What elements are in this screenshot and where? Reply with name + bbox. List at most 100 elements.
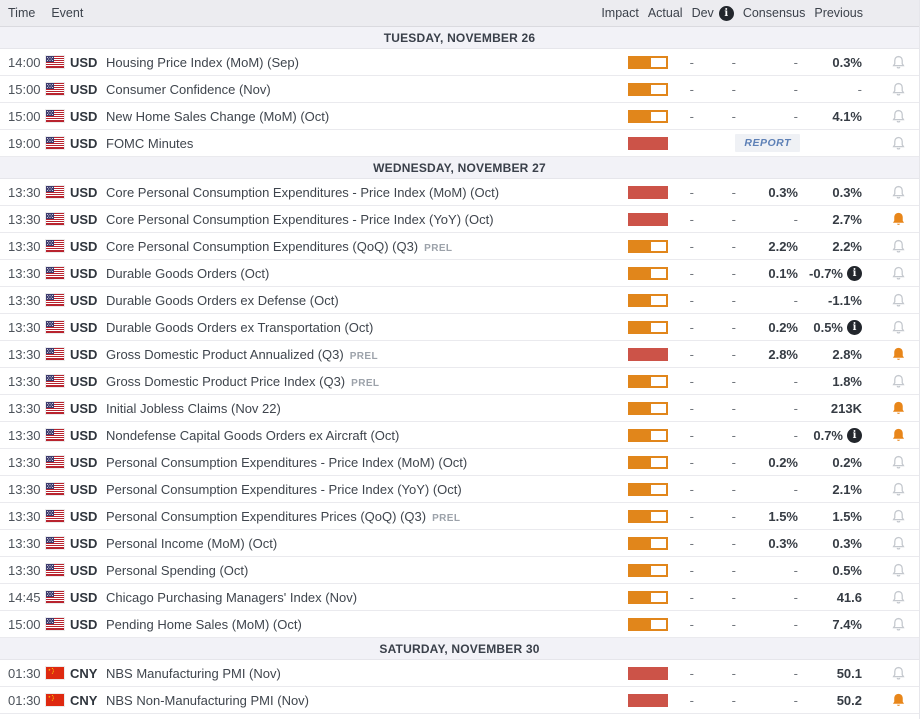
event-row[interactable]: 13:30 USD Personal Consumption Expenditure… [0, 476, 919, 503]
event-name[interactable]: NBS Non-Manufacturing PMI (Nov) [106, 692, 310, 708]
event-row[interactable]: 14:45 USD Chicago Purchasing Managers' Ind… [0, 584, 919, 611]
previous-cell: 7.4% [800, 617, 876, 632]
event-name[interactable]: Durable Goods Orders ex Transportation (… [106, 319, 374, 335]
previous-value: 0.5% [813, 319, 843, 335]
event-name[interactable]: FOMC Minutes [106, 135, 194, 151]
event-row[interactable]: 13:30 USD Nondefense Capital Goods Orders … [0, 422, 919, 449]
alert-bell-icon[interactable] [876, 81, 919, 98]
alert-bell-active-icon[interactable] [876, 346, 919, 363]
us-flag-icon [46, 321, 70, 333]
event-name[interactable]: Personal Spending (Oct) [106, 562, 249, 578]
alert-bell-active-icon[interactable] [876, 400, 919, 417]
deviation-value: - [731, 562, 736, 578]
event-name[interactable]: Chicago Purchasing Managers' Index (Nov) [106, 589, 358, 605]
alert-bell-icon[interactable] [876, 184, 919, 201]
event-name[interactable]: New Home Sales Change (MoM) (Oct) [106, 108, 330, 124]
previous-value: 41.6 [836, 589, 862, 605]
report-link[interactable]: REPORT [735, 134, 800, 152]
revision-info-icon[interactable]: i [847, 427, 862, 443]
consensus-value: - [793, 108, 798, 124]
event-row[interactable]: 13:30 USD Gross Domestic Product Price Ind… [0, 368, 919, 395]
alert-bell-icon[interactable] [876, 135, 919, 152]
impact-cell [620, 693, 668, 707]
event-name[interactable]: Initial Jobless Claims (Nov 22) [106, 400, 281, 416]
dev-info-icon[interactable]: i [718, 5, 734, 21]
alert-bell-icon[interactable] [876, 454, 919, 471]
event-name[interactable]: Consumer Confidence (Nov) [106, 81, 271, 97]
alert-bell-icon[interactable] [876, 589, 919, 606]
event-name[interactable]: Nondefense Capital Goods Orders ex Aircr… [106, 427, 400, 443]
event-name[interactable]: Gross Domestic Product Annualized (Q3) PR… [106, 346, 378, 362]
event-name[interactable]: Core Personal Consumption Expenditures (… [106, 238, 453, 254]
alert-bell-icon[interactable] [876, 238, 919, 255]
consensus-value: - [793, 692, 798, 708]
event-row[interactable]: 13:30 USD Initial Jobless Claims (Nov 22) -… [0, 395, 919, 422]
prel-badge: PREL [424, 242, 453, 254]
previous-value: 0.3% [832, 535, 862, 551]
revision-info-icon[interactable]: i [847, 319, 862, 335]
alert-bell-active-icon[interactable] [876, 427, 919, 444]
event-row[interactable]: 13:30 USD Personal Consumption Expenditure… [0, 503, 919, 530]
event-row[interactable]: 13:30 USD Core Personal Consumption Expend… [0, 206, 919, 233]
event-row[interactable]: 13:30 USD Durable Goods Orders ex Defense … [0, 287, 919, 314]
consensus-value: - [793, 54, 798, 70]
event-name[interactable]: Durable Goods Orders (Oct) [106, 265, 270, 281]
event-name[interactable]: NBS Manufacturing PMI (Nov) [106, 665, 281, 681]
alert-bell-icon[interactable] [876, 508, 919, 525]
previous-cell: - [800, 82, 876, 97]
event-row[interactable]: 15:00 USD New Home Sales Change (MoM) (Oct… [0, 103, 919, 130]
alert-bell-icon[interactable] [876, 616, 919, 633]
previous-cell: 0.3% [800, 536, 876, 551]
event-row[interactable]: 13:30 USD Core Personal Consumption Expend… [0, 179, 919, 206]
currency-code: USD [70, 135, 98, 151]
alert-bell-icon[interactable] [876, 319, 919, 336]
alert-bell-icon[interactable] [876, 535, 919, 552]
event-row[interactable]: 15:00 USD Consumer Confidence (Nov) - - - - [0, 76, 919, 103]
alert-bell-icon[interactable] [876, 562, 919, 579]
alert-bell-active-icon[interactable] [876, 692, 919, 709]
previous-value: 50.1 [836, 665, 862, 681]
alert-bell-active-icon[interactable] [876, 211, 919, 228]
us-flag-icon [46, 510, 70, 522]
us-flag-icon [46, 375, 70, 387]
event-row[interactable]: 13:30 USD Personal Spending (Oct) - - - 0.5% [0, 557, 919, 584]
alert-bell-icon[interactable] [876, 665, 919, 682]
event-row[interactable]: 13:30 USD Personal Consumption Expenditure… [0, 449, 919, 476]
alert-bell-icon[interactable] [876, 54, 919, 71]
event-name[interactable]: Personal Consumption Expenditures - Pric… [106, 481, 462, 497]
event-time: 13:30 [8, 346, 41, 362]
alert-bell-icon[interactable] [876, 108, 919, 125]
event-name[interactable]: Durable Goods Orders ex Defense (Oct) [106, 292, 339, 308]
alert-bell-icon[interactable] [876, 292, 919, 309]
event-row[interactable]: 13:30 USD Gross Domestic Product Annualize… [0, 341, 919, 368]
previous-value: 50.2 [836, 692, 862, 708]
previous-value: 0.3% [832, 54, 862, 70]
event-name[interactable]: Core Personal Consumption Expenditures -… [106, 211, 494, 227]
actual-value: - [689, 108, 694, 124]
event-row[interactable]: 19:00 USD FOMC Minutes REPORT [0, 130, 919, 157]
alert-bell-icon[interactable] [876, 373, 919, 390]
revision-info-icon[interactable]: i [847, 265, 862, 281]
actual-value: - [689, 562, 694, 578]
event-row[interactable]: 13:30 USD Durable Goods Orders ex Transpor… [0, 314, 919, 341]
alert-bell-icon[interactable] [876, 265, 919, 282]
event-row[interactable]: 01:30 CNY NBS Manufacturing PMI (Nov) - - - 50… [0, 660, 919, 687]
event-name[interactable]: Personal Income (MoM) (Oct) [106, 535, 278, 551]
event-name[interactable]: Personal Consumption Expenditures Prices… [106, 508, 461, 524]
consensus-value: - [793, 665, 798, 681]
event-name[interactable]: Housing Price Index (MoM) (Sep) [106, 54, 299, 70]
event-row[interactable]: 13:30 USD Durable Goods Orders (Oct) - - 0.1%… [0, 260, 919, 287]
event-row[interactable]: 13:30 USD Personal Income (MoM) (Oct) - - 0.3… [0, 530, 919, 557]
deviation-value: - [731, 54, 736, 70]
event-name[interactable]: Core Personal Consumption Expenditures -… [106, 184, 500, 200]
alert-bell-icon[interactable] [876, 481, 919, 498]
event-row[interactable]: 14:00 USD Housing Price Index (MoM) (Sep) -… [0, 49, 919, 76]
event-name[interactable]: Personal Consumption Expenditures - Pric… [106, 454, 468, 470]
event-row[interactable]: 15:00 USD Pending Home Sales (MoM) (Oct) - -… [0, 611, 919, 638]
deviation-value: - [731, 373, 736, 389]
event-name[interactable]: Pending Home Sales (MoM) (Oct) [106, 616, 302, 632]
event-row[interactable]: 13:30 USD Core Personal Consumption Expend… [0, 233, 919, 260]
event-row[interactable]: 01:30 CNY NBS Non-Manufacturing PMI (Nov) -… [0, 687, 919, 714]
event-name[interactable]: Gross Domestic Product Price Index (Q3) P… [106, 373, 380, 389]
deviation-value: - [731, 81, 736, 97]
